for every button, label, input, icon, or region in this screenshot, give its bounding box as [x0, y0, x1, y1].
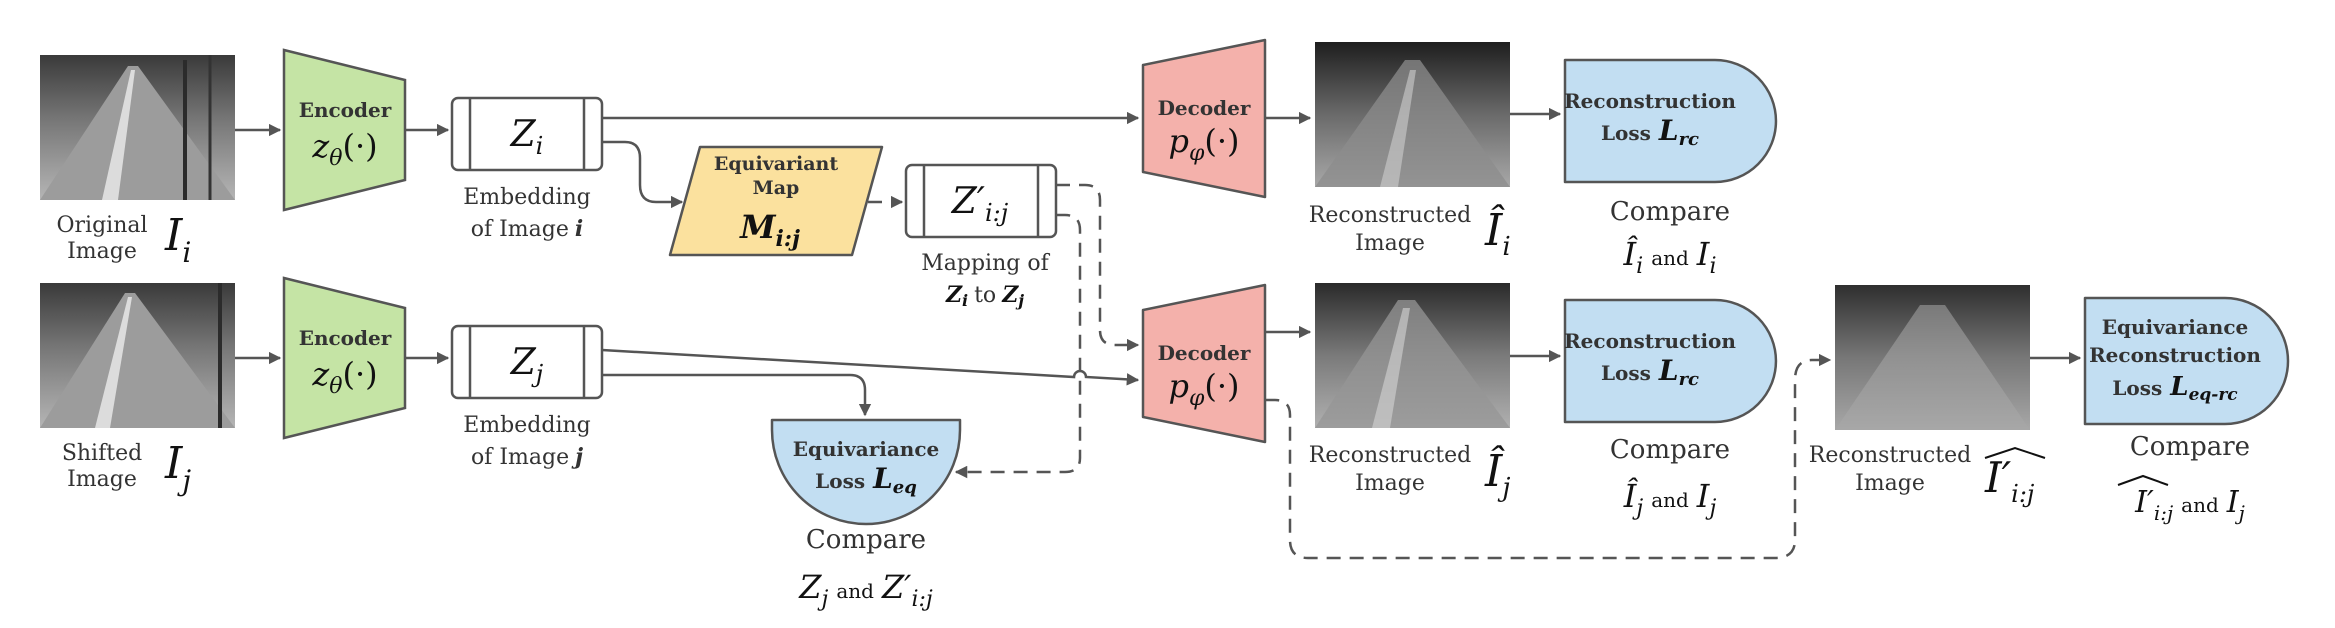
loss-top-title: Reconstruction	[1564, 89, 1736, 113]
encoder-1: Encoder zθ(·)	[282, 48, 407, 212]
loss-middle-symbol: Loss Lrc	[1601, 354, 1699, 390]
embedding-zprime: Z′i:j	[904, 163, 1058, 239]
embedding-zprime-symbol: Z′i:j	[951, 181, 1009, 227]
recon-right-hat	[1984, 446, 2046, 459]
decoder-1-func: pφ(·)	[1168, 122, 1239, 166]
embedding-zj: Zj	[450, 324, 604, 400]
reconstruction-loss-top: Reconstruction Loss Lrc	[1563, 58, 1778, 184]
recon-right-symbol: I′i:j	[1984, 453, 2035, 508]
equivariant-map-title-line2: Map	[753, 177, 800, 199]
encoder-2-func: zθ(·)	[311, 355, 377, 399]
decoder-1: Decoder pφ(·)	[1141, 38, 1267, 199]
equivariance-reconstruction-loss: Equivariance Reconstruction Loss Leq-rc	[2083, 296, 2290, 426]
arrow-zi-to-map	[602, 140, 684, 209]
reconstructed-image-middle	[1315, 283, 1510, 428]
eq-loss-compare: Compare	[806, 525, 926, 555]
loss-top-symbol: Loss Lrc	[1601, 114, 1699, 150]
loss-right-title-line1: Equivariance	[2102, 315, 2248, 339]
decoder-2-title: Decoder	[1158, 341, 1251, 365]
equivariant-map: Equivariant Map Mi:j	[668, 145, 884, 257]
eq-loss-title: Equivariance	[793, 437, 939, 461]
decoder-2: Decoder pφ(·)	[1141, 283, 1267, 444]
recon-middle-symbol: Îj	[1484, 444, 1510, 503]
encoder-1-func: zθ(·)	[311, 127, 377, 171]
arrow-zj-to-eq-loss	[602, 373, 872, 417]
loss-top-compare: Compare	[1610, 197, 1730, 227]
original-image	[40, 55, 235, 200]
reconstructed-image-top	[1315, 42, 1510, 187]
shifted-image-symbol: Ij	[164, 438, 191, 497]
arrow-decoder-2-to-recon-right	[1265, 353, 1832, 560]
encoder-2: Encoder zθ(·)	[282, 276, 407, 440]
encoder-2-title: Encoder	[299, 326, 392, 350]
original-image-label-line2: Image	[67, 239, 137, 264]
recon-middle-caption-line2: Image	[1355, 471, 1425, 496]
loss-middle-title: Reconstruction	[1564, 329, 1736, 353]
zprime-caption-line1: Mapping of	[921, 251, 1050, 276]
reconstructed-image-right	[1835, 285, 2030, 430]
embedding-zi-symbol: Zi	[510, 114, 544, 160]
arrow-zprime-to-eq-loss	[954, 213, 1082, 479]
original-image-label-line1: Original	[56, 213, 147, 238]
loss-top-compare-expr: Îi and Ii	[1623, 235, 1717, 279]
equivariant-map-symbol: Mi:j	[739, 208, 800, 252]
zprime-caption-line2: Zi to Zj	[945, 282, 1024, 310]
arrow-zprime-to-decoder-2	[1056, 183, 1140, 352]
shifted-image-label-line1: Shifted	[62, 441, 142, 466]
recon-right-caption-line1: Reconstructed	[1809, 443, 1971, 468]
loss-right-compare-expr: I′i:j and Ij	[2134, 485, 2245, 525]
arrow-zj-to-decoder-2	[601, 348, 1140, 386]
loss-middle-compare: Compare	[1610, 435, 1730, 465]
embedding-zj-caption-line2: of Image j	[471, 444, 583, 470]
original-image-symbol: Ii	[164, 210, 191, 269]
recon-top-symbol: Îi	[1484, 203, 1511, 262]
embedding-zi: Zi	[450, 96, 604, 172]
equivariance-loss: Equivariance Loss Leq	[770, 418, 962, 526]
shifted-image	[40, 283, 235, 428]
loss-right-compare: Compare	[2130, 432, 2250, 462]
recon-top-caption-line1: Reconstructed	[1309, 203, 1471, 228]
recon-middle-caption-line1: Reconstructed	[1309, 443, 1471, 468]
loss-right-title-line2: Reconstruction	[2089, 343, 2261, 367]
eq-loss-compare-expr: Zj and Z′i:j	[798, 568, 933, 612]
equivariant-map-title-line1: Equivariant	[714, 153, 839, 175]
loss-right-symbol: Loss Leq-rc	[2112, 372, 2238, 405]
embedding-zi-caption-line1: Embedding	[463, 185, 590, 210]
loss-middle-compare-expr: Îj and Ij	[1623, 477, 1717, 521]
loss-right-hat	[2117, 474, 2169, 486]
recon-right-caption-line2: Image	[1855, 471, 1925, 496]
shifted-image-label-line2: Image	[67, 467, 137, 492]
encoder-1-title: Encoder	[299, 98, 392, 122]
eq-loss-symbol: Loss Leq	[815, 462, 917, 498]
embedding-zj-caption-line1: Embedding	[463, 413, 590, 438]
embedding-zi-caption-line2: of Image i	[471, 216, 584, 242]
decoder-1-title: Decoder	[1158, 96, 1251, 120]
recon-top-caption-line2: Image	[1355, 231, 1425, 256]
decoder-2-func: pφ(·)	[1168, 367, 1239, 411]
reconstruction-loss-middle: Reconstruction Loss Lrc	[1563, 298, 1778, 424]
embedding-zj-symbol: Zj	[510, 342, 544, 388]
